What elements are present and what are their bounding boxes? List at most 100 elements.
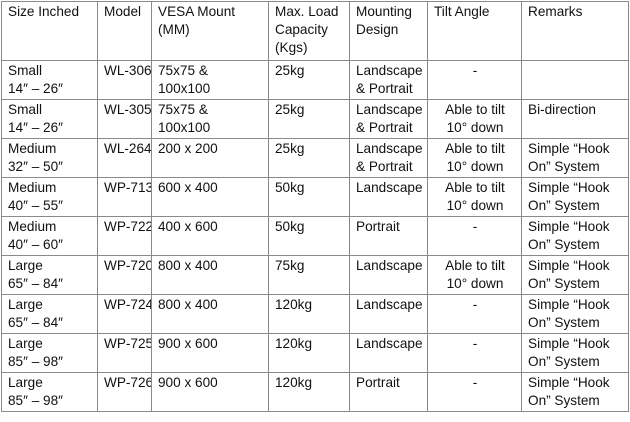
- cell-line: Landscape: [356, 297, 423, 312]
- cell-line: WL-305: [104, 102, 152, 117]
- header-tilt: Tilt Angle: [427, 1, 522, 61]
- cell-model: WP-725: [97, 333, 152, 373]
- cell-line: Landscape: [356, 141, 423, 156]
- table-row: Small 14″ – 26″ WL-305 75x75 & 100x100 25kg La…: [1, 99, 629, 139]
- cell-size: Large 85″ – 98″: [1, 333, 98, 373]
- cell-model: WP-724: [97, 294, 152, 334]
- cell-load: 75kg: [268, 255, 350, 295]
- cell-size: Large 85″ – 98″: [1, 372, 98, 412]
- cell-line: 120kg: [275, 297, 313, 312]
- cell-line: -: [472, 297, 478, 312]
- cell-line: Simple “Hook: [528, 258, 610, 273]
- cell-line: WL-306: [104, 63, 152, 78]
- table-row: Medium 32″ – 50″ WL-2649 200 x 200 25kg Lands…: [1, 138, 629, 178]
- cell-line: Small: [8, 63, 42, 78]
- cell-design: Portrait: [349, 372, 428, 412]
- cell-line: Landscape: [356, 102, 423, 117]
- header-design: Mounting Design: [349, 1, 428, 61]
- cell-line: 200 x 200: [158, 141, 218, 156]
- cell-line: Simple “Hook: [528, 141, 610, 156]
- cell-tilt: -: [427, 372, 522, 412]
- cell-line: WP-722: [104, 219, 152, 234]
- cell-line: 14″ – 26″: [8, 120, 63, 135]
- cell-line: 100x100: [158, 81, 211, 96]
- cell-load: 120kg: [268, 372, 350, 412]
- cell-line: -: [472, 63, 478, 78]
- cell-line: Large: [8, 375, 43, 390]
- cell-vesa: 75x75 & 100x100: [151, 99, 269, 139]
- cell-load: 120kg: [268, 294, 350, 334]
- cell-design: Portrait: [349, 216, 428, 256]
- cell-line: 75x75 &: [158, 102, 208, 117]
- cell-line: 32″ – 50″: [8, 159, 63, 174]
- cell-vesa: 75x75 & 100x100: [151, 60, 269, 100]
- cell-line: (Kgs): [275, 40, 308, 55]
- cell-line: 120kg: [275, 375, 313, 390]
- cell-line: 25kg: [275, 141, 305, 156]
- cell-line: 85″ – 98″: [8, 393, 63, 408]
- cell-line: Landscape: [356, 336, 423, 351]
- cell-model: WL-305: [97, 99, 152, 139]
- cell-tilt: -: [427, 333, 522, 373]
- cell-vesa: 600 x 400: [151, 177, 269, 217]
- cell-load: 120kg: [268, 333, 350, 373]
- cell-line: WP-725: [104, 336, 152, 351]
- header-model: Model: [97, 1, 152, 61]
- header-remarks: Remarks: [521, 1, 629, 61]
- cell-line: Portrait: [356, 375, 400, 390]
- cell-line: On” System: [528, 237, 600, 252]
- cell-remarks: Simple “Hook On” System: [521, 255, 629, 295]
- cell-size: Medium 40″ – 60″: [1, 216, 98, 256]
- cell-line: 50kg: [275, 180, 305, 195]
- cell-line: 100x100: [158, 120, 211, 135]
- cell-remarks: Bi-direction: [521, 99, 629, 139]
- cell-line: 400 x 600: [158, 219, 218, 234]
- cell-size: Small 14″ – 26″: [1, 60, 98, 100]
- cell-line: On” System: [528, 159, 600, 174]
- cell-line: Large: [8, 258, 43, 273]
- cell-load: 25kg: [268, 60, 350, 100]
- cell-line: -: [472, 219, 478, 234]
- cell-line: Simple “Hook: [528, 375, 610, 390]
- cell-line: 25kg: [275, 63, 305, 78]
- cell-tilt: Able to tilt 10° down: [427, 99, 522, 139]
- cell-size: Medium 32″ – 50″: [1, 138, 98, 178]
- cell-line: Simple “Hook: [528, 297, 610, 312]
- table-row: Large 85″ – 98″ WP-725 900 x 600 120kg Landsc…: [1, 333, 629, 373]
- cell-load: 50kg: [268, 177, 350, 217]
- cell-design: Landscape: [349, 333, 428, 373]
- cell-line: On” System: [528, 198, 600, 213]
- cell-line: Able to tilt: [445, 141, 505, 156]
- cell-line: 50kg: [275, 219, 305, 234]
- cell-line: 10° down: [446, 120, 504, 135]
- header-row: Size Inched Model VESA Mount (MM) Max. Load C…: [1, 1, 629, 61]
- cell-design: Landscape & Portrait: [349, 138, 428, 178]
- cell-line: (MM): [158, 22, 190, 37]
- cell-line: & Portrait: [356, 159, 413, 174]
- cell-line: WP-724: [104, 297, 152, 312]
- cell-line: Medium: [8, 219, 57, 234]
- cell-line: Able to tilt: [445, 102, 505, 117]
- cell-line: Tilt Angle: [434, 4, 490, 19]
- mount-spec-table: Size Inched Model VESA Mount (MM) Max. Load C…: [1, 1, 629, 412]
- cell-line: Able to tilt: [445, 258, 505, 273]
- cell-design: Landscape & Portrait: [349, 60, 428, 100]
- cell-line: Size Inched: [8, 4, 80, 19]
- cell-line: 75x75 &: [158, 63, 208, 78]
- cell-design: Landscape: [349, 294, 428, 334]
- cell-remarks: Simple “Hook On” System: [521, 216, 629, 256]
- cell-size: Large 65″ – 84″: [1, 255, 98, 295]
- cell-line: Able to tilt: [445, 180, 505, 195]
- cell-model: WP-726: [97, 372, 152, 412]
- table-row: Medium 40″ – 60″ WP-722 400 x 600 50kg Portra…: [1, 216, 629, 256]
- table-row: Small 14″ – 26″ WL-306 75x75 & 100x100 25kg La…: [1, 60, 629, 100]
- cell-load: 50kg: [268, 216, 350, 256]
- cell-vesa: 900 x 600: [151, 372, 269, 412]
- cell-line: On” System: [528, 276, 600, 291]
- cell-line: Capacity: [275, 22, 328, 37]
- cell-model: WL-306: [97, 60, 152, 100]
- cell-line: On” System: [528, 393, 600, 408]
- header-vesa: VESA Mount (MM): [151, 1, 269, 61]
- header-load: Max. Load Capacity (Kgs): [268, 1, 350, 61]
- cell-line: Bi-direction: [528, 102, 596, 117]
